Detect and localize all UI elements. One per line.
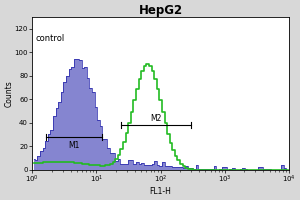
Text: control: control: [35, 34, 65, 43]
Text: M2: M2: [150, 114, 162, 123]
Title: HepG2: HepG2: [139, 4, 183, 17]
Y-axis label: Counts: Counts: [4, 80, 13, 107]
X-axis label: FL1-H: FL1-H: [150, 187, 172, 196]
Text: M1: M1: [68, 141, 80, 150]
